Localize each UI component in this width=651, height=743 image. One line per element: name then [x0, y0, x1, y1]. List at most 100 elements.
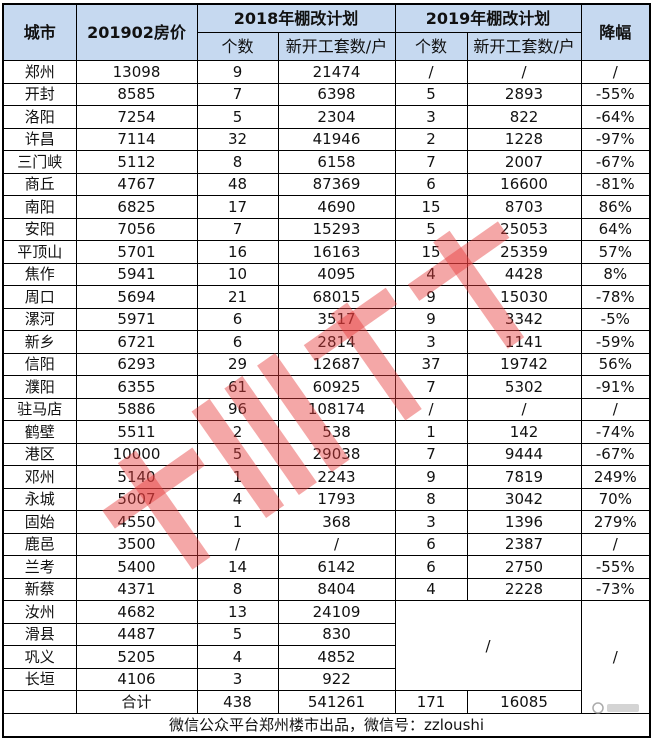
cell-city: 郑州: [2, 60, 77, 84]
cell-price: 6293: [75, 352, 198, 376]
header-units-2019: 新开工套数/户: [466, 32, 582, 61]
table-row: 新蔡 4371 8 8404 4 2228 -73%: [2, 577, 651, 601]
cell-city: 汝州: [2, 600, 77, 624]
cell-count-2018: 6: [196, 307, 279, 331]
cell-price: 5205: [75, 645, 198, 669]
cell-units-2018: 538: [277, 420, 396, 444]
cell-price: 4371: [75, 577, 198, 601]
table-row: 永城 5007 4 1793 8 3042 70%: [2, 487, 651, 511]
cell-city: 新乡: [2, 330, 77, 354]
table-row: 信阳 6293 29 12687 37 19742 56%: [2, 352, 651, 376]
cell-units-2019: 2750: [466, 555, 582, 579]
cell-city: 南阳: [2, 195, 77, 219]
table-row: 洛阳 7254 5 2304 3 822 -64%: [2, 105, 651, 129]
table-row: 开封 8585 7 6398 5 2893 -55%: [2, 82, 651, 106]
cell-price: 5886: [75, 397, 198, 421]
cell-price: 5112: [75, 150, 198, 174]
cell-units-2018: 29038: [277, 442, 396, 466]
cell-city: 新蔡: [2, 577, 77, 601]
cell-units-2018: 60925: [277, 375, 396, 399]
cell-units-2018: 922: [277, 667, 396, 691]
cell-count-2019: 37: [394, 352, 468, 376]
cell-drop: -64%: [580, 105, 651, 129]
cell-units-2019: 8703: [466, 195, 582, 219]
cell-drop: -91%: [580, 375, 651, 399]
header-plan-2019: 2019年棚改计划: [394, 3, 582, 33]
cell-units-2018: 6142: [277, 555, 396, 579]
cell-city: [2, 690, 77, 714]
cell-count-2018: 2: [196, 420, 279, 444]
cell-units-2018: 68015: [277, 285, 396, 309]
table-row: 商丘 4767 48 87369 6 16600 -81%: [2, 172, 651, 196]
table-row: 鹿邑 3500//6 2387/: [2, 532, 651, 556]
header-plan-2018: 2018年棚改计划: [196, 3, 396, 33]
cell-city: 开封: [2, 82, 77, 106]
cell-units-2019: 1228: [466, 127, 582, 151]
cell-price: 10000: [75, 442, 198, 466]
cell-units-2018: 8404: [277, 577, 396, 601]
cell-city: 平顶山: [2, 240, 77, 264]
cell-count-2018: 3: [196, 667, 279, 691]
cell-count-2019: 15: [394, 195, 468, 219]
cell-units-2018: 2243: [277, 465, 396, 489]
cell-drop: 57%: [580, 240, 651, 264]
cell-count-2018: 4: [196, 645, 279, 669]
cell-city: 驻马店: [2, 397, 77, 421]
table-row: 许昌 7114 32 41946 2 1228 -97%: [2, 127, 651, 151]
cell-price: 6355: [75, 375, 198, 399]
cell-units-2018: 2814: [277, 330, 396, 354]
cell-city: 港区: [2, 442, 77, 466]
cell-count-2018: 61: [196, 375, 279, 399]
cell-count-2018: 9: [196, 60, 279, 84]
cell-count-2019: 7: [394, 150, 468, 174]
cell-units-2018: 6158: [277, 150, 396, 174]
table-row: 港区 10000 5 29038 7 9444 -67%: [2, 442, 651, 466]
cell-price: 13098: [75, 60, 198, 84]
cell-price: 5971: [75, 307, 198, 331]
table-row: 南阳 6825 17 4690 15 8703 86%: [2, 195, 651, 219]
cell-count-2019: 3: [394, 330, 468, 354]
cell-units-2019: 3342: [466, 307, 582, 331]
cell-city: 安阳: [2, 217, 77, 241]
cell-units-2018: 16163: [277, 240, 396, 264]
cell-units-2019: 2387: [466, 532, 582, 556]
cell-units-2018: 12687: [277, 352, 396, 376]
cell-count-2019: 2: [394, 127, 468, 151]
cell-price: 5701: [75, 240, 198, 264]
cell-drop: 249%: [580, 465, 651, 489]
cell-drop: -73%: [580, 577, 651, 601]
cell-count-2018: 4: [196, 487, 279, 511]
table-row: 安阳 7056 7 15293 5 25053 64%: [2, 217, 651, 241]
cell-price: 4487: [75, 622, 198, 646]
cell-count-2019: /: [394, 397, 468, 421]
cell-units-2018: 6398: [277, 82, 396, 106]
cell-count-2018: 16: [196, 240, 279, 264]
cell-units-2018: 4852: [277, 645, 396, 669]
cell-city: 信阳: [2, 352, 77, 376]
cell-price: 5400: [75, 555, 198, 579]
cell-count-2019: 8: [394, 487, 468, 511]
cell-units-2018: 4690: [277, 195, 396, 219]
cell-units-2019: 5302: [466, 375, 582, 399]
cell-units-2018: 2304: [277, 105, 396, 129]
cell-count-2019: 4: [394, 577, 468, 601]
cell-city: 濮阳: [2, 375, 77, 399]
cell-city: 商丘: [2, 172, 77, 196]
cell-drop: -74%: [580, 420, 651, 444]
total-count-2019: 171: [394, 690, 468, 714]
cell-drop: 279%: [580, 510, 651, 534]
cell-count-2018: 1: [196, 510, 279, 534]
table-row: 郑州 13098 9 21474// /: [2, 60, 651, 84]
cell-city: 鹤壁: [2, 420, 77, 444]
cell-price: 6721: [75, 330, 198, 354]
cell-drop: -67%: [580, 442, 651, 466]
cell-units-2018: 108174: [277, 397, 396, 421]
cell-units-2019: 2893: [466, 82, 582, 106]
header-price: 201902房价: [75, 3, 198, 61]
table-row: 濮阳 6355 61 60925 7 5302 -91%: [2, 375, 651, 399]
cell-units-2018: /: [277, 532, 396, 556]
cell-price: 6825: [75, 195, 198, 219]
cell-units-2019: 2228: [466, 577, 582, 601]
cell-units-2019: 7819: [466, 465, 582, 489]
cell-units-2018: 3517: [277, 307, 396, 331]
